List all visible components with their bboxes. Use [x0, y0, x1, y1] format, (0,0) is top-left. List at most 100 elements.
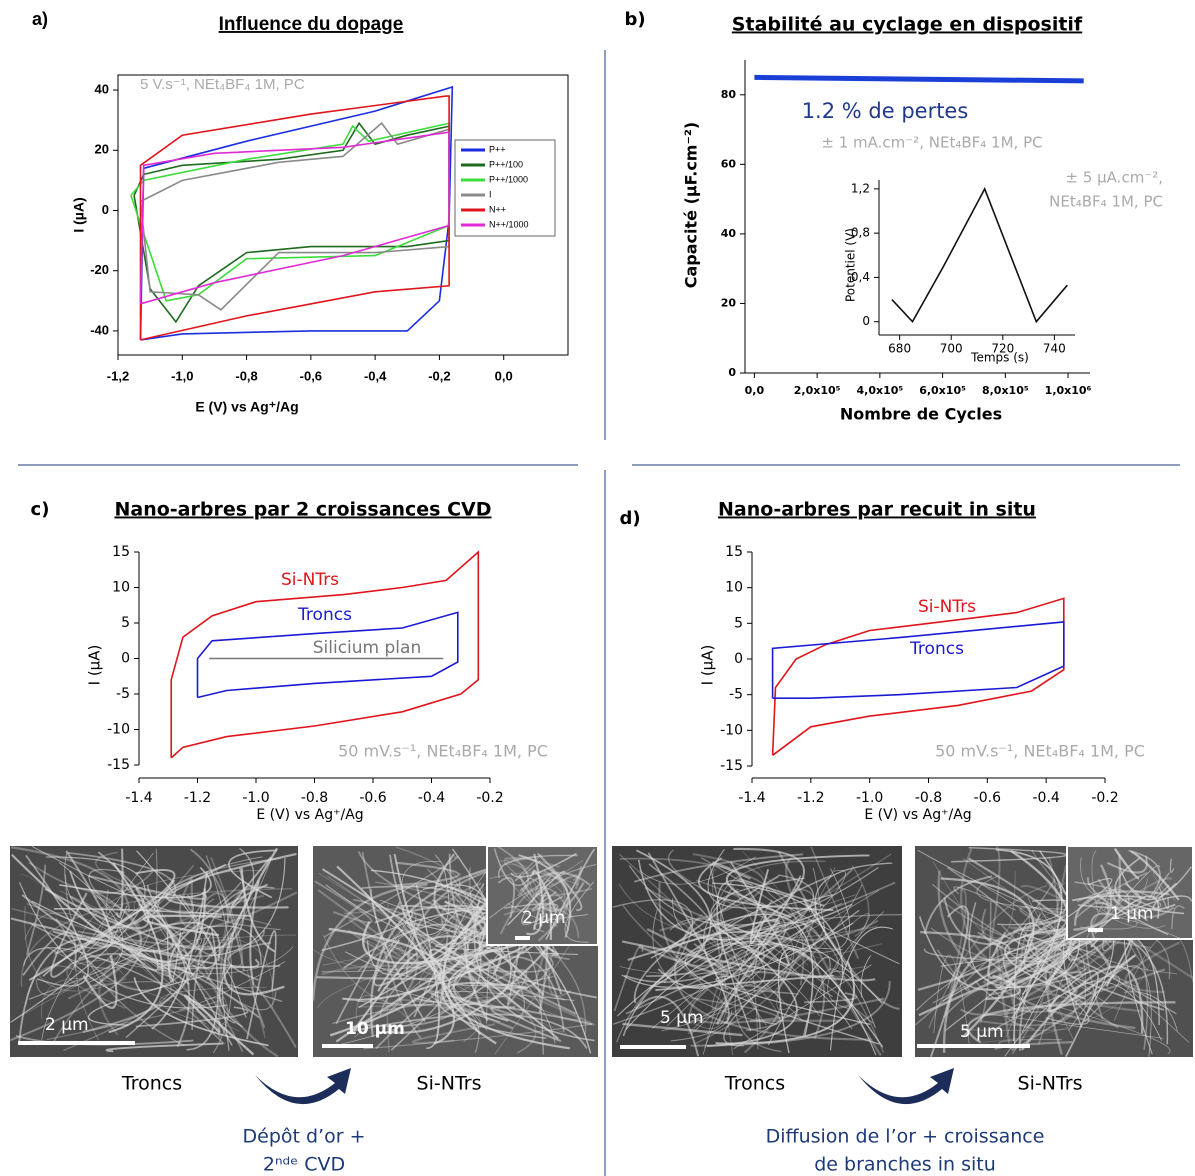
sem-texture: [1100, 878, 1149, 918]
sem-texture: [1074, 881, 1122, 909]
sem-texture: [766, 887, 900, 965]
y-axis-label: Capacité (µF.cm⁻²): [682, 122, 701, 289]
sem-texture: [711, 869, 734, 1056]
sem-texture: [613, 944, 644, 1012]
sem-texture: [1171, 905, 1185, 930]
sem-texture: [19, 882, 228, 1009]
sem-texture: [829, 926, 893, 1051]
sem-texture: [621, 922, 854, 988]
sem-texture: [838, 962, 867, 970]
y-tick-label: 0: [734, 651, 743, 667]
sem-texture: [968, 902, 1093, 989]
sem-texture: [634, 995, 700, 1057]
sem-texture: [87, 975, 205, 1026]
sem-texture: [521, 875, 552, 926]
sem-texture: [977, 931, 1090, 1025]
sem-texture: [914, 879, 1056, 1026]
sem-texture: [575, 865, 583, 890]
sem-texture: [133, 977, 269, 1047]
x-tick-label: -0.8: [915, 790, 942, 806]
sem-texture: [326, 875, 584, 1021]
sem-texture: [503, 861, 558, 921]
sem-texture: [105, 1042, 223, 1053]
sem-texture: [373, 893, 516, 987]
sem-texture: [659, 853, 766, 932]
annotation: 1.2 % de pertes: [802, 99, 969, 123]
x-tick-label: -0,8: [235, 368, 257, 383]
sem-texture: [1087, 877, 1169, 936]
series-label: Silicium plan: [313, 638, 421, 658]
sem-texture: [715, 927, 780, 1026]
x-tick-label: -0.6: [359, 790, 386, 806]
sem-texture: [662, 913, 814, 1036]
sem-texture: [634, 853, 804, 883]
sem-texture: [427, 868, 556, 1044]
series-line: [139, 95, 450, 341]
sem-texture: [9, 889, 142, 1042]
sem-texture: [357, 1004, 481, 1043]
series-label: Troncs: [909, 639, 964, 659]
sem-texture: [933, 861, 1016, 939]
y-tick-label: 20: [95, 142, 109, 157]
sem-texture: [616, 914, 902, 1043]
sem-texture: [717, 942, 825, 1039]
legend-label: I: [489, 189, 492, 199]
sem-texture: [130, 948, 225, 1045]
x-tick-label: 740: [1043, 342, 1066, 356]
y-tick-label: 15: [725, 544, 743, 560]
sem-texture: [351, 1013, 588, 1049]
scale-label: 1 µm: [1110, 904, 1154, 924]
legend-label: N++/1000: [489, 219, 529, 229]
sem-texture: [964, 1027, 1068, 1031]
sem-texture: [545, 848, 596, 940]
sem-texture: [89, 946, 294, 974]
sem-texture: [1067, 878, 1113, 918]
sem-texture: [1073, 864, 1113, 931]
sem-texture: [687, 924, 789, 1035]
x-tick-label: -0,4: [364, 368, 387, 383]
sem-texture: [166, 931, 182, 983]
y-tick-label: 20: [721, 296, 737, 309]
sem-texture: [419, 911, 513, 999]
legend-label: N++: [489, 204, 506, 214]
sem-texture: [227, 941, 272, 981]
sem-texture: [944, 889, 967, 1015]
sem-texture: [151, 871, 208, 1030]
sem-texture: [845, 913, 870, 950]
y-tick-label: 40: [721, 227, 737, 240]
sem-texture: [819, 968, 885, 1053]
x-tick-label: -1.0: [242, 790, 269, 806]
sem-texture: [111, 905, 128, 943]
sem-texture: [628, 865, 879, 926]
sem-texture: [658, 868, 854, 967]
sem-texture: [489, 872, 566, 931]
sem-texture: [1074, 872, 1148, 919]
panel-title: Nano-arbres par 2 croissances CVD: [114, 499, 491, 521]
sem-texture: [86, 856, 263, 953]
sem-texture: [700, 853, 892, 965]
sem-texture: [723, 909, 860, 1047]
sem-texture: [28, 881, 242, 1000]
series-label: Troncs: [297, 605, 352, 625]
x-tick-label: -0,2: [428, 368, 450, 383]
chart: -1,2 -1,0 -0,8 -0,6 -0,4 -0,2 0,0 40 20 0 -20 -40 P+…: [32, 9, 569, 415]
sem-texture: [1106, 855, 1148, 874]
chart: -1.4 -1.2 -1.0 -0.8 -0.6 -0.4 -0.2 15 10 5 0 -5 -10 -…: [31, 499, 548, 824]
x-tick-label: -0.4: [418, 790, 445, 806]
y-tick-label: -10: [107, 722, 130, 738]
sem-texture: [1017, 905, 1159, 947]
sem-texture: [707, 848, 834, 909]
sem-texture: [738, 877, 825, 907]
sem-texture: [395, 852, 501, 975]
sem-texture: [777, 948, 884, 1054]
panel-label: b): [624, 9, 645, 30]
sem-texture: [498, 863, 548, 923]
series-line: [139, 85, 454, 341]
y-tick-label: -5: [729, 687, 743, 703]
y-tick-label: -10: [720, 722, 743, 738]
x-tick-label: -1,2: [107, 368, 129, 383]
y-tick-label: 10: [725, 580, 743, 596]
y-tick-label: 40: [95, 81, 109, 96]
sem-texture: [507, 902, 551, 921]
sem-texture: [953, 886, 1016, 911]
